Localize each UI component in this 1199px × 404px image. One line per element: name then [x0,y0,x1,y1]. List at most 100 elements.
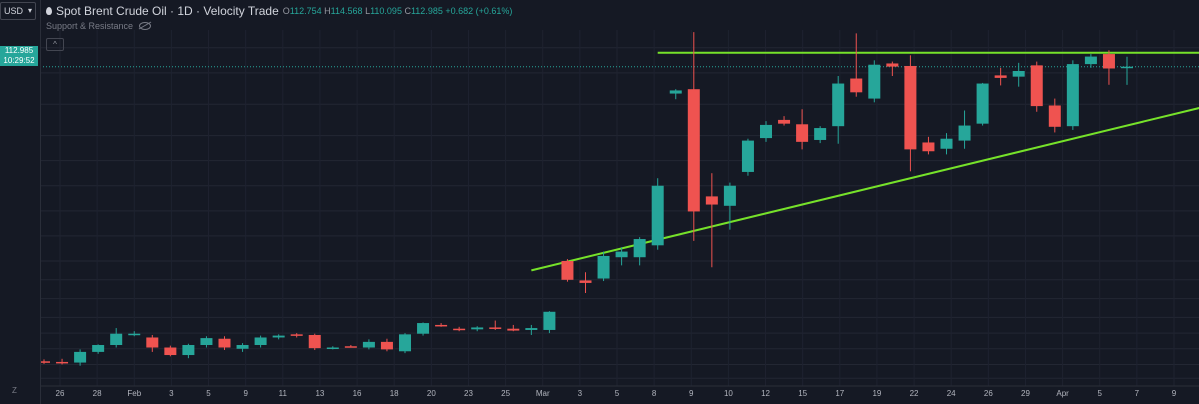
x-tick-label: 5 [206,389,211,398]
candle-body [1102,54,1115,69]
collapse-legend-button[interactable]: ^ [46,38,64,51]
x-tick-label: 11 [279,389,288,398]
x-tick-label: 10 [724,389,733,398]
candle [1012,62,1025,87]
auto-scale-button[interactable]: Z [12,386,17,395]
candle-body [579,280,592,283]
indicator-name: Support & Resistance [46,21,134,31]
candle-body [56,361,69,364]
candle-body [1121,66,1133,69]
candle [435,323,448,327]
candle-body [778,119,791,124]
candle-body [1066,64,1079,127]
candles [38,32,1133,366]
candle-body [344,346,357,348]
x-tick-label: Mar [536,389,550,398]
candle-body [308,334,321,349]
candle-body [110,333,123,346]
candle-body [290,334,303,336]
candle-body [128,333,141,336]
candle [597,251,610,282]
x-tick-label: 3 [578,389,583,398]
candle [38,359,50,364]
price-scale[interactable] [0,0,41,404]
candle [362,339,375,350]
candle-body [633,239,646,258]
candle-body [741,140,754,172]
candle [814,126,827,144]
x-tick-label: Feb [127,389,141,398]
x-tick-label: 17 [835,389,844,398]
candle [56,358,69,365]
candle-body [705,196,718,205]
candle-body [994,75,1007,78]
candle-body [489,327,502,329]
candle [832,76,845,144]
candle-body [399,334,411,352]
x-tick-label: 9 [689,389,694,398]
candle-body [453,328,466,331]
candle-body [958,125,971,141]
x-tick-label: 29 [1021,389,1030,398]
x-tick-label: 26 [56,389,65,398]
candle [200,336,213,348]
candle [525,324,538,335]
x-tick-label: 20 [427,389,436,398]
candle [669,89,682,100]
candle [886,61,899,77]
candle-body [38,361,50,363]
candle [687,32,700,241]
candle [380,338,393,352]
candle-body [182,345,195,356]
candle [344,345,357,348]
candle [236,343,249,352]
candle-body [814,128,827,140]
candle [1048,98,1061,133]
x-tick-label: 9 [243,389,248,398]
candle-body [1030,65,1043,107]
x-tick-label: 12 [761,389,770,398]
indicator-legend[interactable]: Support & Resistance [46,21,152,31]
candle-body [723,185,736,206]
candle [507,324,520,332]
countdown-timer: 10:29:52 [3,56,35,65]
candle-body [1012,70,1025,77]
candle [417,322,430,336]
candle-body [326,347,339,350]
candle [868,60,881,103]
candle-body [525,328,538,330]
candle-body [1048,105,1061,127]
chevron-down-icon: ▾ [27,6,32,15]
x-tick-label: 28 [93,389,102,398]
candle-body [254,337,267,346]
candle [128,331,141,337]
eye-hidden-icon[interactable] [139,22,152,30]
candle-body [561,260,574,280]
candle-body [886,63,899,67]
currency-selector[interactable]: USD ▾ [0,2,36,20]
candle [1030,61,1043,112]
candle [543,311,556,334]
candle [922,136,935,155]
candle-body [507,328,520,331]
x-tick-label: Apr [1056,389,1069,398]
candle-body [164,347,177,356]
candle [579,272,592,293]
candle-body [417,323,430,334]
candle [904,55,917,172]
candle-body [868,64,881,99]
candle-body [200,338,213,346]
candle-body [922,142,935,152]
candle-body [380,341,393,350]
candle-body [850,78,863,93]
candle-body [435,324,448,327]
x-tick-label: 3 [169,389,174,398]
candle [940,133,953,155]
x-tick-label: 16 [353,389,362,398]
x-axis: 26 28 Feb 3 5 9 11 13 16 18 20 23 25 Mar 3 5 8 9 10 12 15 17 1… [40,385,1199,404]
candle [290,333,303,338]
candle-body [74,351,87,363]
candle-body [272,335,285,338]
x-tick-label: 26 [984,389,993,398]
